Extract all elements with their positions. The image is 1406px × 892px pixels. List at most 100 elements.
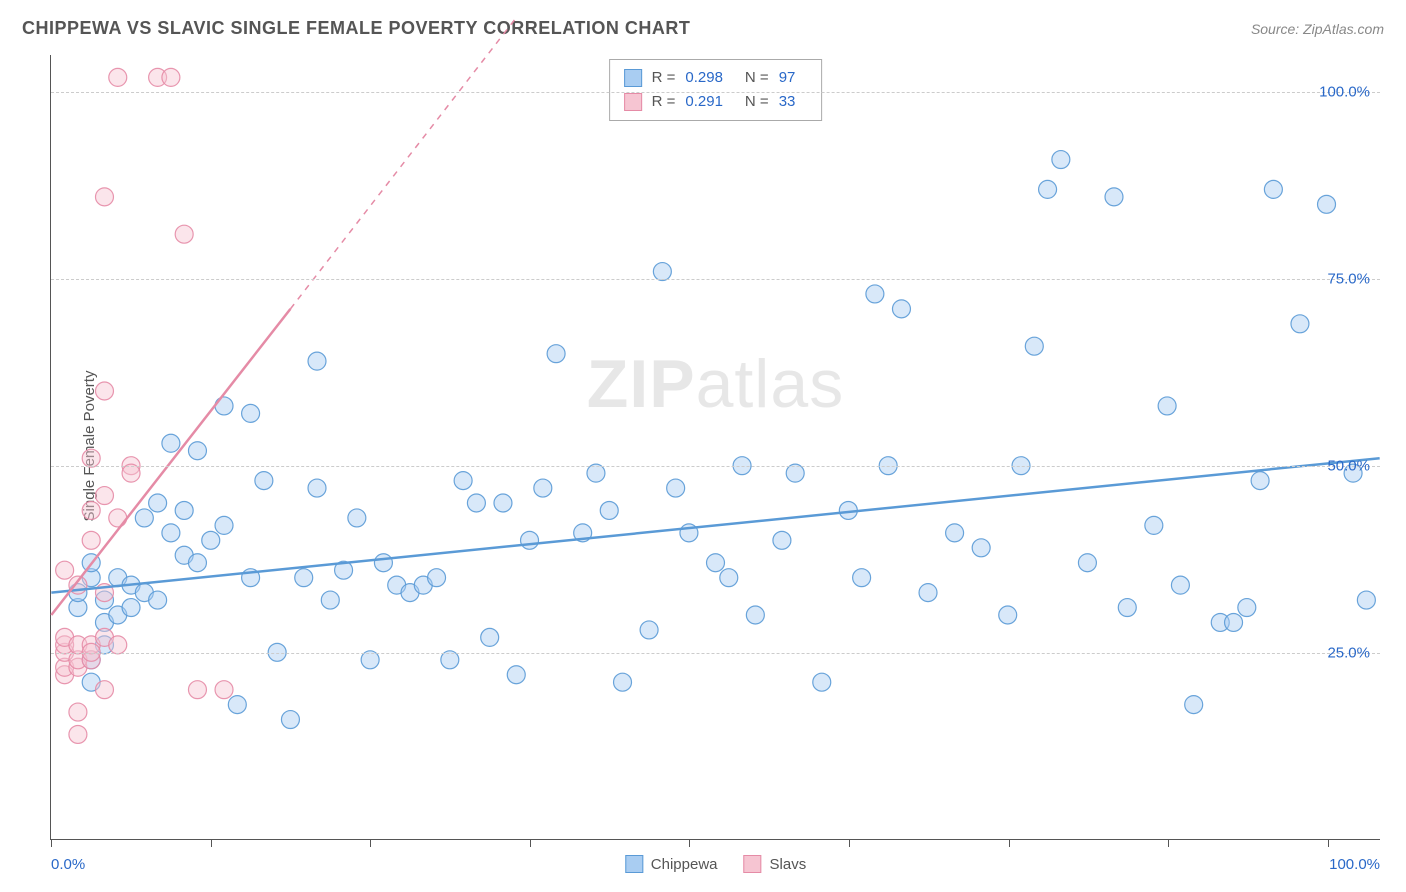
data-point — [69, 703, 87, 721]
data-point — [162, 524, 180, 542]
data-point — [1145, 516, 1163, 534]
data-point — [746, 606, 764, 624]
data-point — [428, 569, 446, 587]
data-point — [228, 696, 246, 714]
data-point — [122, 599, 140, 617]
data-point — [600, 501, 618, 519]
data-point — [494, 494, 512, 512]
x-min-label: 0.0% — [51, 856, 85, 873]
data-point — [999, 606, 1017, 624]
legend-item-slavs: Slavs — [744, 855, 807, 873]
data-point — [188, 681, 206, 699]
data-point — [640, 621, 658, 639]
data-point — [707, 554, 725, 572]
data-point — [813, 673, 831, 691]
data-point — [95, 487, 113, 505]
y-tick-label: 100.0% — [1319, 84, 1370, 101]
data-point — [1318, 195, 1336, 213]
legend-stats-row-0: R = 0.298 N = 97 — [624, 66, 808, 90]
data-point — [866, 285, 884, 303]
chart-title: CHIPPEWA VS SLAVIC SINGLE FEMALE POVERTY… — [22, 18, 690, 39]
legend-item-chippewa: Chippewa — [625, 855, 718, 873]
x-tick — [1168, 839, 1169, 847]
data-point — [109, 68, 127, 86]
data-point — [946, 524, 964, 542]
x-max-label: 100.0% — [1329, 856, 1380, 873]
swatch-chippewa — [624, 69, 642, 87]
data-point — [109, 636, 127, 654]
x-tick — [530, 839, 531, 847]
data-point — [308, 352, 326, 370]
legend-stats-row-1: R = 0.291 N = 33 — [624, 90, 808, 114]
data-point — [1171, 576, 1189, 594]
data-point — [481, 628, 499, 646]
data-point — [1291, 315, 1309, 333]
y-tick-label: 75.0% — [1327, 271, 1370, 288]
data-point — [653, 263, 671, 281]
data-point — [188, 442, 206, 460]
data-point — [1238, 599, 1256, 617]
data-point — [1052, 151, 1070, 169]
swatch-slavs — [624, 93, 642, 111]
data-point — [69, 725, 87, 743]
data-point — [215, 681, 233, 699]
data-point — [95, 681, 113, 699]
legend-series: Chippewa Slavs — [625, 855, 806, 873]
plot-area: ZIPatlas R = 0.298 N = 97 R = 0.291 N = … — [50, 55, 1380, 840]
data-point — [1158, 397, 1176, 415]
data-point — [149, 494, 167, 512]
data-point — [720, 569, 738, 587]
swatch-slavs-bottom — [744, 855, 762, 873]
data-point — [454, 472, 472, 490]
swatch-chippewa-bottom — [625, 855, 643, 873]
data-point — [1251, 472, 1269, 490]
regression-line-extrapolated — [290, 18, 516, 309]
data-point — [507, 666, 525, 684]
data-point — [521, 531, 539, 549]
data-point — [614, 673, 632, 691]
data-point — [149, 591, 167, 609]
chart-source: Source: ZipAtlas.com — [1251, 21, 1384, 37]
data-point — [667, 479, 685, 497]
data-point — [1039, 180, 1057, 198]
data-point — [892, 300, 910, 318]
data-point — [1105, 188, 1123, 206]
regression-line — [51, 458, 1379, 592]
gridline-h — [51, 466, 1380, 467]
x-tick — [370, 839, 371, 847]
legend-stats: R = 0.298 N = 97 R = 0.291 N = 33 — [609, 59, 823, 121]
data-point — [82, 449, 100, 467]
x-tick — [849, 839, 850, 847]
data-point — [82, 531, 100, 549]
x-tick — [211, 839, 212, 847]
data-point — [162, 434, 180, 452]
data-point — [82, 501, 100, 519]
data-point — [467, 494, 485, 512]
data-point — [95, 188, 113, 206]
data-point — [175, 225, 193, 243]
data-point — [215, 397, 233, 415]
y-tick-label: 50.0% — [1327, 458, 1370, 475]
data-point — [95, 382, 113, 400]
data-point — [547, 345, 565, 363]
y-tick-label: 25.0% — [1327, 645, 1370, 662]
data-point — [215, 516, 233, 534]
x-tick — [51, 839, 52, 847]
data-point — [1225, 613, 1243, 631]
data-point — [56, 561, 74, 579]
data-point — [295, 569, 313, 587]
x-tick — [1009, 839, 1010, 847]
data-point — [162, 68, 180, 86]
data-point — [1185, 696, 1203, 714]
data-point — [348, 509, 366, 527]
data-point — [1264, 180, 1282, 198]
x-tick — [689, 839, 690, 847]
data-point — [242, 404, 260, 422]
data-point — [853, 569, 871, 587]
data-point — [255, 472, 273, 490]
data-point — [1078, 554, 1096, 572]
data-point — [1357, 591, 1375, 609]
data-point — [919, 584, 937, 602]
data-point — [1118, 599, 1136, 617]
data-point — [534, 479, 552, 497]
